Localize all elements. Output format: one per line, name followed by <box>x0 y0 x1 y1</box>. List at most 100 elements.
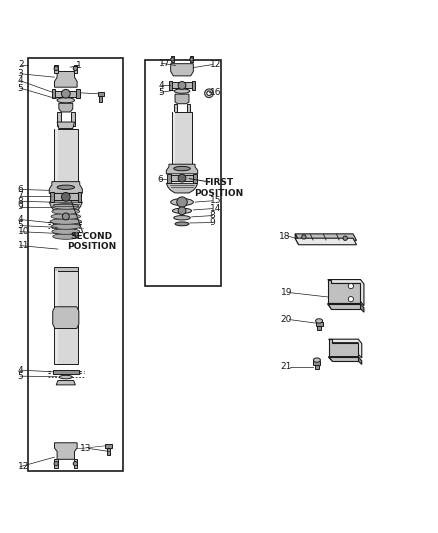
Polygon shape <box>171 56 174 62</box>
Circle shape <box>73 462 78 466</box>
Text: 4: 4 <box>18 215 23 224</box>
Bar <box>169 81 172 90</box>
Text: 4: 4 <box>18 366 23 375</box>
Text: 20: 20 <box>281 315 292 324</box>
Polygon shape <box>187 104 190 111</box>
Bar <box>167 174 171 182</box>
Ellipse shape <box>50 219 81 224</box>
Polygon shape <box>54 443 77 459</box>
Polygon shape <box>172 111 192 166</box>
Polygon shape <box>316 322 322 326</box>
Ellipse shape <box>59 375 72 379</box>
Text: 11: 11 <box>18 241 29 250</box>
Text: 19: 19 <box>281 288 292 297</box>
Text: 7: 7 <box>18 191 23 200</box>
Bar <box>98 92 104 96</box>
Ellipse shape <box>314 358 321 362</box>
Polygon shape <box>174 104 177 111</box>
Ellipse shape <box>52 229 80 235</box>
Circle shape <box>178 207 186 215</box>
Text: 4: 4 <box>158 81 164 90</box>
Ellipse shape <box>57 214 74 219</box>
Text: 9: 9 <box>210 218 215 227</box>
Polygon shape <box>328 279 364 305</box>
Bar <box>145 60 221 286</box>
Polygon shape <box>53 307 79 328</box>
Polygon shape <box>169 175 195 181</box>
Text: 18: 18 <box>279 231 291 240</box>
Polygon shape <box>317 326 321 329</box>
Bar <box>50 192 54 202</box>
Circle shape <box>73 66 78 71</box>
Polygon shape <box>328 358 358 361</box>
Ellipse shape <box>52 208 80 214</box>
Circle shape <box>54 462 58 466</box>
Bar <box>193 174 197 182</box>
Text: 8: 8 <box>210 211 215 220</box>
Bar <box>99 96 102 102</box>
Ellipse shape <box>59 227 72 230</box>
Text: 4: 4 <box>18 76 23 85</box>
Bar <box>107 448 110 455</box>
Polygon shape <box>328 339 358 357</box>
Polygon shape <box>328 279 360 303</box>
Text: 15: 15 <box>210 196 221 205</box>
Circle shape <box>207 91 211 95</box>
Circle shape <box>178 174 186 182</box>
Polygon shape <box>190 56 193 62</box>
Polygon shape <box>175 94 189 104</box>
Text: 12: 12 <box>210 60 221 69</box>
Polygon shape <box>328 357 362 365</box>
Polygon shape <box>53 91 79 97</box>
Circle shape <box>61 90 70 98</box>
Text: 9: 9 <box>18 203 23 212</box>
Ellipse shape <box>171 199 193 206</box>
Ellipse shape <box>174 89 190 93</box>
Text: 17: 17 <box>159 59 170 68</box>
Bar <box>192 81 195 90</box>
Polygon shape <box>55 128 57 184</box>
Text: 5: 5 <box>158 88 164 97</box>
Polygon shape <box>166 164 198 174</box>
Polygon shape <box>54 459 58 468</box>
Ellipse shape <box>51 214 81 219</box>
Ellipse shape <box>51 224 81 229</box>
Polygon shape <box>52 193 80 200</box>
Text: 2: 2 <box>19 60 25 69</box>
Circle shape <box>205 89 213 98</box>
Polygon shape <box>57 122 74 128</box>
Polygon shape <box>53 266 78 271</box>
Bar <box>28 58 123 471</box>
Text: 5: 5 <box>18 372 23 381</box>
Circle shape <box>171 58 174 61</box>
Ellipse shape <box>316 319 322 323</box>
Circle shape <box>348 284 353 289</box>
Text: 14: 14 <box>210 204 221 213</box>
Text: 6: 6 <box>18 185 23 194</box>
Circle shape <box>343 236 347 240</box>
Ellipse shape <box>174 215 190 220</box>
Polygon shape <box>71 112 74 126</box>
Polygon shape <box>173 111 175 166</box>
Polygon shape <box>56 229 75 233</box>
Polygon shape <box>53 221 79 225</box>
Polygon shape <box>166 183 198 193</box>
Polygon shape <box>49 202 82 213</box>
Polygon shape <box>57 112 60 126</box>
Text: 12: 12 <box>18 462 29 471</box>
Circle shape <box>178 82 186 90</box>
Polygon shape <box>295 234 357 240</box>
Ellipse shape <box>173 208 191 213</box>
Text: SECOND
POSITION: SECOND POSITION <box>67 231 117 251</box>
Text: 1: 1 <box>76 61 82 70</box>
Circle shape <box>348 296 353 302</box>
Polygon shape <box>328 303 364 312</box>
Text: 3: 3 <box>18 69 23 78</box>
Polygon shape <box>315 365 319 369</box>
Ellipse shape <box>53 233 79 239</box>
Polygon shape <box>59 103 73 112</box>
Circle shape <box>177 197 187 207</box>
Text: 16: 16 <box>210 88 221 97</box>
Circle shape <box>302 235 306 239</box>
Polygon shape <box>56 381 75 385</box>
